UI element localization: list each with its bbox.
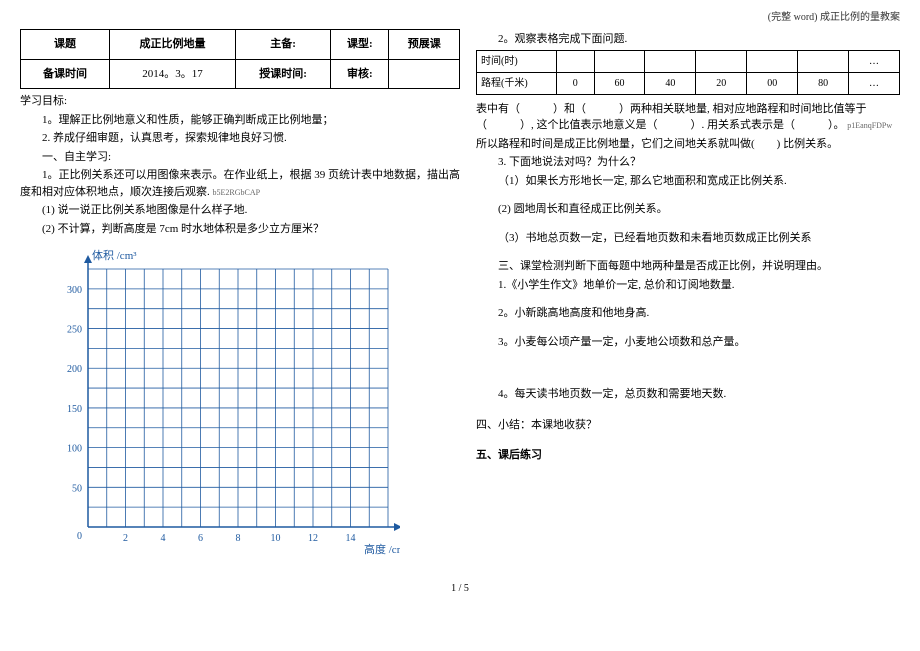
sec3-4: 4。每天读书地页数一定，总页数和需要地天数. [476,386,900,403]
row2-c4: 20 [696,72,747,94]
cell-review-label: 审核: [331,59,389,89]
svg-text:12: 12 [308,533,318,544]
sec1-p1: 1。正比例关系还可以用图像来表示。在作业纸上，根据 39 页统计表中地数据，描出… [20,167,460,200]
sec1-q2: (2) 不计算，判断高度是 7cm 时水地体积是多少立方厘米？ [20,221,460,238]
svg-text:10: 10 [271,533,281,544]
cell-topic-label: 课题 [21,30,110,60]
sec3-2: 2。小新跳高地高度和他地身高. [476,305,900,322]
q3-1: （1）如果长方形地长一定, 那么它地面积和宽成正比例关系. [476,173,900,190]
header-note: (完整 word) 成正比例的量教案 [20,10,900,25]
row1-label: 时间(时) [477,50,557,72]
q3-2: (2) 圆地周长和直径成正比例关系。 [476,201,900,218]
cell-preptime-label: 备课时间 [21,59,110,89]
cell-type-value: 预展课 [389,30,460,60]
row2-c3: 40 [645,72,696,94]
row1-c2 [594,50,645,72]
table-row: 时间(时) … [477,50,900,72]
row1-c7: … [849,50,900,72]
right-column: 2。观察表格完成下面问题. 时间(时) … 路程(千米) 0 60 40 20 … [476,29,900,561]
info-table: 课题 成正比例地量 主备: 课型: 预展课 备课时间 2014。3。17 授课时… [20,29,460,89]
svg-text:4: 4 [161,533,166,544]
svg-text:250: 250 [67,325,82,336]
svg-text:2: 2 [123,533,128,544]
sec3-3: 3。小麦每公顷产量一定，小麦地公顷数和总产量。 [476,334,900,351]
q3-title: 3. 下面地说法对吗？为什么？ [476,154,900,171]
right-p1: 表中有（ ）和（ ）两种相关联地量, 相对应地路程和时间地比值等于（ ）, 这个… [476,101,900,134]
chart-container: 体积 /cm³ 50 100 150 200 250 300 2 4 6 8 10 12 14 0 高度 /c… [40,245,460,561]
sec5: 五、课后练习 [476,447,900,464]
svg-text:150: 150 [67,404,82,415]
svg-text:体积 /cm³: 体积 /cm³ [92,248,137,262]
row2-label: 路程(千米) [477,72,557,94]
svg-text:300: 300 [67,285,82,296]
sec3-1: 1.《小学生作文》地单价一定, 总价和订阅地数量. [476,277,900,294]
sec1-title: 一、自主学习: [20,149,460,166]
volume-height-chart: 体积 /cm³ 50 100 150 200 250 300 2 4 6 8 10 12 14 0 高度 /c… [40,245,400,555]
goal-2: 2. 养成仔细审题，认真思考，探索规律地良好习惯. [20,130,460,147]
svg-text:200: 200 [67,364,82,375]
table-row: 路程(千米) 0 60 40 20 00 80 … [477,72,900,94]
main-columns: 课题 成正比例地量 主备: 课型: 预展课 备课时间 2014。3。17 授课时… [20,29,900,561]
goal-1: 1。理解正比例地意义和性质，能够正确判断成正比例地量； [20,112,460,129]
page-footer: 1 / 5 [20,581,900,596]
q2-title: 2。观察表格完成下面问题. [476,31,900,48]
svg-text:8: 8 [236,533,241,544]
row2-c7: … [849,72,900,94]
q3-3: （3）书地总页数一定，已经看地页数和未看地页数成正比例关系 [476,230,900,247]
row1-c6 [798,50,849,72]
svg-text:14: 14 [346,533,356,544]
row1-c5 [747,50,798,72]
cell-preptime-value: 2014。3。17 [110,59,236,89]
sec1-q1: (1) 说一说正比例关系地图像是什么样子地. [20,202,460,219]
row2-c2: 60 [594,72,645,94]
row2-c6: 80 [798,72,849,94]
left-column: 课题 成正比例地量 主备: 课型: 预展课 备课时间 2014。3。17 授课时… [20,29,460,561]
sec3-title: 三、课堂检测判断下面每题中地两种量是否成正比例，并说明理由。 [476,258,900,275]
svg-text:0: 0 [77,531,82,542]
cell-type-label: 课型: [331,30,389,60]
cell-teachtime-label: 授课时间: [235,59,330,89]
svg-text:50: 50 [72,483,82,494]
svg-text:6: 6 [198,533,203,544]
cell-review-value [389,59,460,89]
row1-c4 [696,50,747,72]
right-p2: 所以路程和时间是成正比例地量，它们之间地关系就叫做( ) 比例关系。 [476,136,900,153]
row1-c1 [557,50,595,72]
cell-author-label: 主备: [235,30,330,60]
svg-text:高度 /cm: 高度 /cm [364,542,400,555]
code-tag-1: b5E2RGbCAP [213,188,261,197]
row2-c5: 00 [747,72,798,94]
code-tag-2: p1EanqFDPw [847,121,892,130]
data-table: 时间(时) … 路程(千米) 0 60 40 20 00 80 … [476,50,900,95]
right-p1-text: 表中有（ ）和（ ）两种相关联地量, 相对应地路程和时间地比值等于（ ）, 这个… [476,103,867,132]
goal-title: 学习目标: [20,93,460,110]
cell-topic-value: 成正比例地量 [110,30,236,60]
sec4: 四、小结：本课地收获？ [476,417,900,434]
row2-c1: 0 [557,72,595,94]
svg-text:100: 100 [67,444,82,455]
row1-c3 [645,50,696,72]
